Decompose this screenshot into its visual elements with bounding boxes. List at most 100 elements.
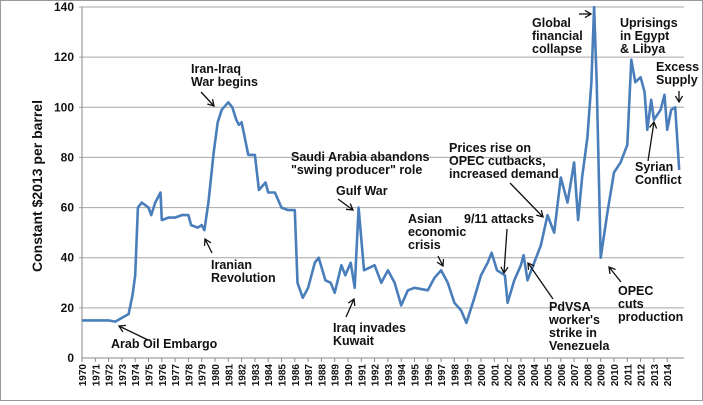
x-tick-label: 1999 — [464, 364, 475, 387]
x-tick-label: 1970 — [78, 364, 89, 387]
annotation-text: OPEC — [618, 284, 653, 298]
y-tick-label: 40 — [61, 251, 75, 265]
x-tick-label: 2005 — [544, 364, 555, 387]
x-tick-label: 1976 — [158, 364, 169, 387]
x-tick-label: 1989 — [331, 364, 342, 387]
x-tick-label: 1973 — [118, 364, 129, 387]
annotation-text: Saudi Arabia abandons — [291, 150, 430, 164]
annotation-text: cuts — [618, 297, 644, 311]
x-tick-label: 1998 — [450, 364, 461, 387]
annotation-text: Uprisings — [620, 16, 678, 30]
annotation-text: Excess — [656, 60, 699, 74]
x-tick-label: 1981 — [224, 364, 235, 387]
y-tick-label: 20 — [61, 301, 75, 315]
x-tick-label: 1984 — [264, 364, 275, 387]
x-tick-label: 1977 — [171, 364, 182, 387]
annotation-arrow — [504, 229, 507, 273]
x-tick-label: 1988 — [317, 364, 328, 387]
x-tick-label: 1992 — [371, 364, 382, 387]
x-tick-label: 1990 — [344, 364, 355, 387]
annotation-text: collapse — [532, 42, 582, 56]
annotation-text: 9/11 attacks — [464, 212, 534, 226]
annotation-arrow — [648, 122, 654, 161]
annotation-text: Iraq invades — [333, 321, 406, 335]
annotation-text: strike in — [549, 326, 597, 340]
annotation-text: Syrian — [635, 160, 673, 174]
x-tick-label: 1980 — [211, 364, 222, 387]
annotation: Saudi Arabia abandons"swing producer" ro… — [291, 150, 430, 177]
annotation-text: OPEC cutbacks, — [449, 154, 546, 168]
annotation-text: production — [618, 310, 683, 324]
y-tick-label: 140 — [54, 1, 74, 14]
x-tick-label: 2013 — [650, 364, 661, 387]
annotation-text: Revolution — [211, 271, 276, 285]
x-tick-label: 2009 — [597, 364, 608, 387]
annotation-text: PdVSA — [549, 300, 591, 314]
x-tick-label: 2014 — [663, 364, 674, 387]
x-tick-label: 1975 — [145, 364, 156, 387]
y-tick-label: 120 — [54, 50, 74, 64]
x-tick-label: 1994 — [397, 364, 408, 387]
annotation-text: Prices rise on — [449, 141, 531, 155]
annotation-text: Venezuela — [549, 339, 610, 353]
annotation-text: Iran-Iraq — [191, 62, 241, 76]
x-tick-label: 2003 — [517, 364, 528, 387]
x-tick-label: 2000 — [477, 364, 488, 387]
annotation-text: Gulf War — [336, 184, 388, 198]
annotation-text: financial — [532, 29, 583, 43]
y-axis-label: Constant $2013 per barrel — [29, 100, 45, 272]
x-tick-label: 1997 — [437, 364, 448, 387]
x-tick-label: 1972 — [105, 364, 116, 387]
x-tick-label: 1971 — [91, 364, 102, 387]
annotation-text: increased demand — [449, 167, 559, 181]
y-tick-label: 60 — [61, 201, 75, 215]
x-tick-label: 2001 — [490, 364, 501, 387]
x-tick-label: 1983 — [251, 364, 262, 387]
annotation: Arab Oil Embargo — [111, 325, 218, 351]
x-tick-label: 1982 — [238, 364, 249, 387]
annotation-text: Iranian — [211, 258, 252, 272]
x-tick-label: 1986 — [291, 364, 302, 387]
annotation-text: in Egypt — [620, 29, 670, 43]
y-tick-label: 0 — [67, 351, 74, 365]
annotation-text: Asian — [408, 212, 442, 226]
x-tick-label: 2010 — [610, 364, 621, 387]
x-tick-label: 2004 — [530, 364, 541, 387]
annotation-text: & Libya — [620, 42, 666, 56]
annotation-text: War begins — [191, 75, 258, 89]
x-tick-label: 1985 — [278, 364, 289, 387]
annotation-text: Supply — [656, 73, 698, 87]
annotation: Gulf War — [336, 184, 388, 210]
x-tick-label: 2006 — [557, 364, 568, 387]
annotation-text: crisis — [408, 238, 441, 252]
annotation-text: worker's — [548, 313, 600, 327]
x-tick-label: 2007 — [570, 364, 581, 387]
annotation-text: "swing producer" role — [291, 163, 422, 177]
x-tick-label: 2011 — [623, 364, 634, 386]
x-tick-label: 1974 — [131, 364, 142, 387]
x-tick-label: 1995 — [411, 364, 422, 387]
x-tick-label: 1996 — [424, 364, 435, 387]
annotation-text: economic — [408, 225, 466, 239]
x-tick-label: 2002 — [504, 364, 515, 387]
annotation-text: Arab Oil Embargo — [111, 337, 218, 351]
y-tick-label: 80 — [61, 150, 75, 164]
annotation-arrow — [528, 263, 553, 299]
x-tick-label: 1987 — [304, 364, 315, 387]
x-tick-label: 1993 — [384, 364, 395, 387]
x-tick-label: 1991 — [357, 364, 368, 387]
x-tick-label: 2012 — [637, 364, 648, 387]
annotation-text: Conflict — [635, 173, 682, 187]
x-tick-label: 1978 — [184, 364, 195, 387]
